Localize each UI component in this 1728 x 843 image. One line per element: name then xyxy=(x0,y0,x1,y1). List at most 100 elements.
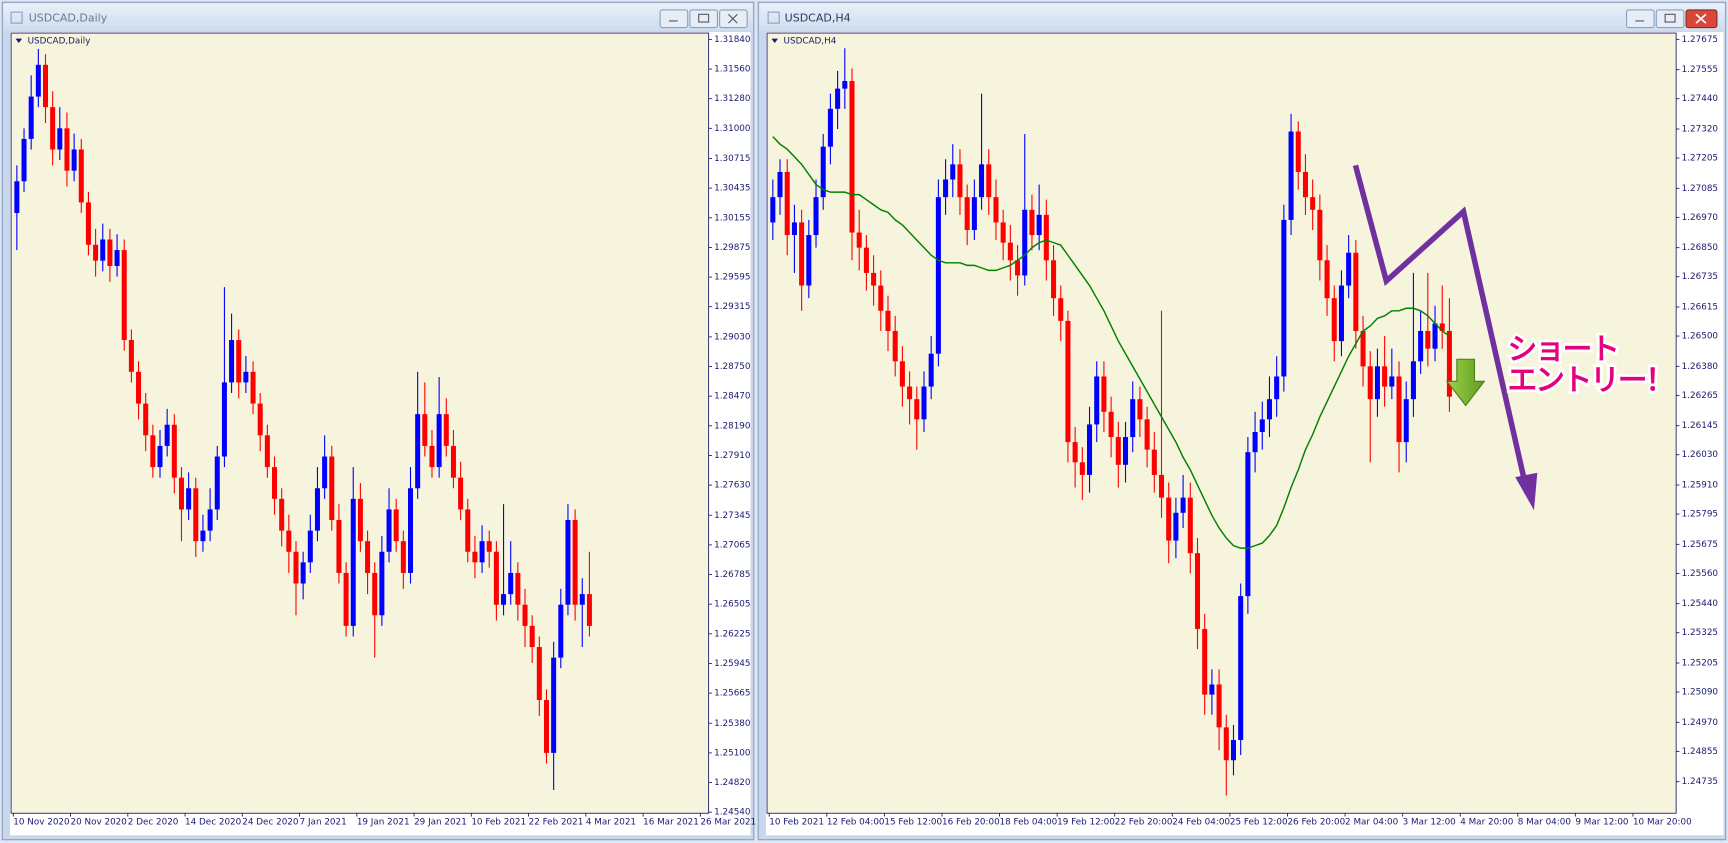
candle-body xyxy=(264,435,270,468)
candle-body xyxy=(1310,197,1316,210)
candle-body xyxy=(472,551,478,563)
candle-body xyxy=(1029,209,1035,236)
candle-body xyxy=(508,572,514,595)
candle-body xyxy=(935,197,941,354)
candle-body xyxy=(1418,330,1424,362)
window-icon xyxy=(767,11,780,24)
candle-body xyxy=(558,604,564,658)
y-tick-label: 1.27910 xyxy=(714,451,751,461)
minimize-button[interactable] xyxy=(1626,9,1655,29)
candle-body xyxy=(1079,462,1085,475)
candle-body xyxy=(820,146,826,198)
candle-body xyxy=(964,197,970,230)
drawn-arrowhead xyxy=(1515,472,1538,511)
candle-body xyxy=(422,414,428,446)
candle-body xyxy=(979,164,985,198)
candle-body xyxy=(50,107,56,150)
annotation: エントリー！ xyxy=(1508,363,1673,398)
y-tick-label: 1.30155 xyxy=(714,213,750,223)
candle-body xyxy=(1446,330,1452,397)
candle-body xyxy=(1158,474,1165,498)
candle-body xyxy=(1346,252,1352,286)
candle-body xyxy=(1432,323,1438,349)
y-tick-label: 1.31840 xyxy=(714,35,751,45)
candle-body xyxy=(379,551,385,616)
y-tick-label: 1.24820 xyxy=(714,778,751,788)
candle-body xyxy=(1130,399,1136,438)
minimize-button[interactable] xyxy=(659,9,689,29)
restore-button[interactable] xyxy=(1655,9,1685,29)
candle-body xyxy=(1115,437,1121,465)
candle-body xyxy=(943,179,949,198)
candle-body xyxy=(1051,260,1057,299)
candle-body xyxy=(336,520,342,573)
close-button[interactable] xyxy=(1685,9,1718,29)
candle-body xyxy=(1137,399,1143,420)
candle-body xyxy=(243,371,249,383)
candle-body xyxy=(784,171,790,236)
candle-body xyxy=(1058,298,1064,321)
candle-body xyxy=(350,498,356,626)
y-tick-label: 1.27345 xyxy=(714,511,750,521)
down-arrow-icon xyxy=(1445,358,1486,407)
candle-body xyxy=(827,108,833,147)
x-tick-label: 20 Nov 2020 xyxy=(71,818,128,828)
candle-body xyxy=(1101,376,1107,412)
candle-body xyxy=(42,64,48,108)
candle-body xyxy=(572,520,578,605)
y-tick-label: 1.25380 xyxy=(714,719,751,729)
y-tick-label: 1.25090 xyxy=(1682,688,1719,698)
restore-button[interactable] xyxy=(689,9,718,29)
candle-body xyxy=(100,239,106,261)
candle-body xyxy=(813,197,819,236)
candle-body xyxy=(501,594,507,605)
candle-body xyxy=(835,88,841,109)
y-tick-label: 1.26850 xyxy=(1682,243,1719,253)
candle-body xyxy=(1173,512,1179,541)
candle-body xyxy=(986,164,992,198)
y-tick-label: 1.25100 xyxy=(714,748,751,758)
candle-body xyxy=(1036,214,1042,236)
candle-body xyxy=(921,386,927,420)
candle-body xyxy=(14,181,20,214)
candle-body xyxy=(1166,497,1172,541)
candle-body xyxy=(1274,376,1280,400)
candle-body xyxy=(1252,431,1258,453)
y-tick-label: 1.27205 xyxy=(1682,154,1718,164)
candle-body xyxy=(28,96,34,139)
candle-body xyxy=(1015,260,1021,276)
candle-body xyxy=(586,594,592,626)
candle-body xyxy=(329,456,335,521)
candle-body xyxy=(128,340,134,372)
candle-body xyxy=(914,399,920,420)
x-tick-label: 2 Mar 04:00 xyxy=(1345,818,1399,828)
close-button[interactable] xyxy=(719,9,748,29)
y-tick-label: 1.25560 xyxy=(1682,569,1719,579)
candle-body xyxy=(543,699,549,753)
y-tick-label: 1.24735 xyxy=(1682,777,1718,787)
y-tick-label: 1.25945 xyxy=(714,659,750,669)
y-tick-label: 1.27440 xyxy=(1682,94,1719,104)
candle-body xyxy=(551,657,557,753)
chart-menu-icon xyxy=(15,38,23,43)
candle-body xyxy=(1245,452,1251,597)
title-bar xyxy=(759,3,1725,31)
chart-symbol-label: USDCAD,Daily xyxy=(28,36,91,46)
candle-body xyxy=(186,488,192,510)
candle-body xyxy=(207,509,213,531)
candle-body xyxy=(293,551,299,584)
y-tick-label: 1.30435 xyxy=(714,184,750,194)
candle-body xyxy=(1007,242,1013,261)
candle-body xyxy=(57,128,63,150)
candle-body xyxy=(522,604,528,626)
candle-body xyxy=(536,647,542,700)
candle-body xyxy=(365,541,371,573)
candle-body xyxy=(357,498,363,542)
candle-body xyxy=(777,171,783,198)
y-tick-label: 1.27320 xyxy=(1682,125,1719,135)
candle-body xyxy=(407,488,414,573)
y-tick-label: 1.29595 xyxy=(714,273,750,283)
x-tick-label: 16 Mar 2021 xyxy=(643,818,699,828)
candle-body xyxy=(322,456,328,489)
x-tick-label: 2 Dec 2020 xyxy=(128,818,179,828)
